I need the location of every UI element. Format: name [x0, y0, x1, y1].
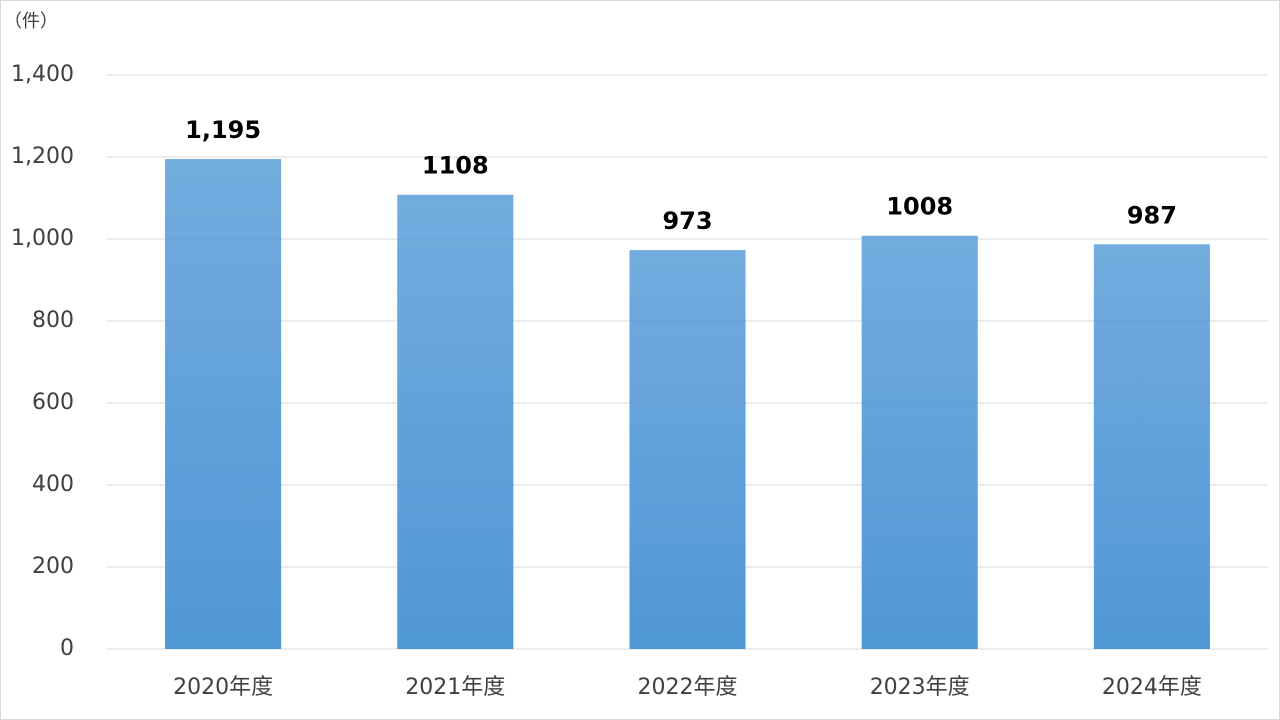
data-label: 987 — [1127, 201, 1177, 229]
bar — [165, 159, 282, 650]
bar — [1093, 244, 1210, 649]
y-tick-label: 400 — [32, 472, 74, 497]
y-tick-label: 200 — [32, 554, 74, 579]
data-label: 973 — [662, 207, 712, 235]
y-tick-label: 1,400 — [11, 62, 74, 87]
y-tick-label: 600 — [32, 390, 74, 415]
y-axis-label: （件） — [4, 11, 58, 32]
x-tick-label: 2020年度 — [173, 675, 273, 700]
bar — [397, 194, 514, 649]
data-label: 1008 — [886, 193, 953, 221]
data-label: 1,195 — [185, 116, 261, 144]
y-tick-label: 1,000 — [11, 226, 74, 251]
bar — [861, 235, 978, 649]
y-tick-label: 1,200 — [11, 144, 74, 169]
y-tick-label: 0 — [60, 636, 74, 661]
x-tick-label: 2021年度 — [405, 675, 505, 700]
data-label: 1108 — [422, 152, 489, 180]
x-tick-label: 2023年度 — [870, 675, 970, 700]
bar — [629, 250, 746, 649]
y-tick-label: 800 — [32, 308, 74, 333]
x-tick-label: 2022年度 — [638, 675, 738, 700]
x-tick-label: 2024年度 — [1102, 675, 1202, 700]
